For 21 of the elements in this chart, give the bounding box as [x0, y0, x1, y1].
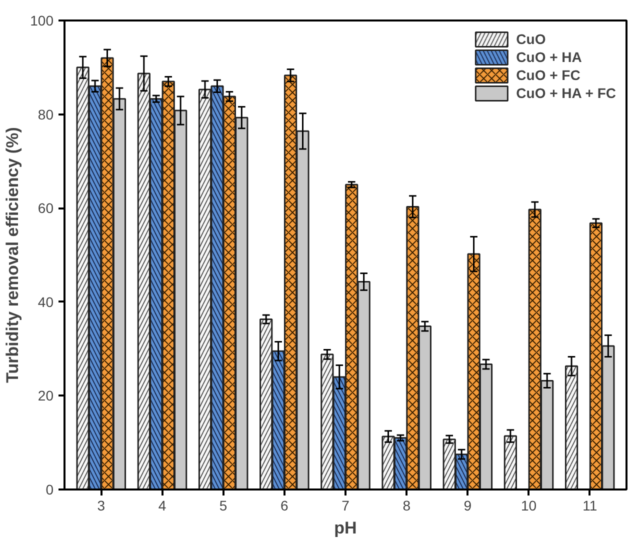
x-tick-label: 3 [97, 498, 106, 514]
legend-label: CuO + HA [516, 48, 582, 66]
x-tick-label: 10 [520, 498, 537, 514]
legend-label: CuO + HA + FC [516, 84, 616, 102]
y-tick-label: 100 [30, 12, 54, 28]
x-axis-title: pH [334, 518, 357, 538]
y-tick-label: 40 [38, 294, 54, 310]
y-tick-label: 80 [38, 106, 54, 122]
y-tick-label: 20 [38, 388, 54, 404]
y-tick-label: 60 [38, 200, 54, 216]
x-tick-label: 9 [464, 498, 472, 514]
x-tick-label: 6 [280, 498, 289, 514]
x-tick-label: 7 [342, 498, 350, 514]
legend-label: CuO + FC [516, 66, 580, 84]
x-tick-label: 11 [582, 498, 598, 514]
y-axis-title: Turbidity removal efficiency (%) [3, 127, 22, 383]
legend-label: CuO [516, 30, 546, 48]
x-tick-label: 8 [402, 498, 411, 514]
x-tick-label: 5 [219, 498, 228, 514]
x-tick-label: 4 [158, 498, 166, 514]
y-tick-label: 0 [46, 482, 54, 498]
